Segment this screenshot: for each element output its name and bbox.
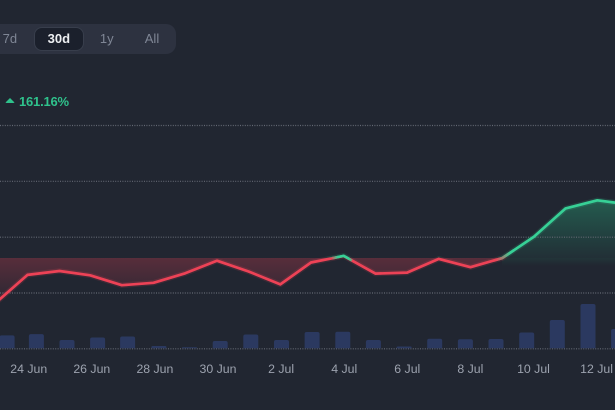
svg-text:24 Jun: 24 Jun	[10, 362, 47, 376]
svg-text:26 Jun: 26 Jun	[73, 362, 110, 376]
svg-text:12 Jul: 12 Jul	[580, 362, 613, 376]
svg-text:6 Jul: 6 Jul	[394, 362, 420, 376]
svg-text:8 Jul: 8 Jul	[457, 362, 483, 376]
svg-text:2 Jul: 2 Jul	[268, 362, 294, 376]
svg-text:4 Jul: 4 Jul	[331, 362, 357, 376]
svg-text:28 Jun: 28 Jun	[136, 362, 173, 376]
svg-text:30 Jun: 30 Jun	[200, 362, 237, 376]
svg-text:10 Jul: 10 Jul	[517, 362, 550, 376]
